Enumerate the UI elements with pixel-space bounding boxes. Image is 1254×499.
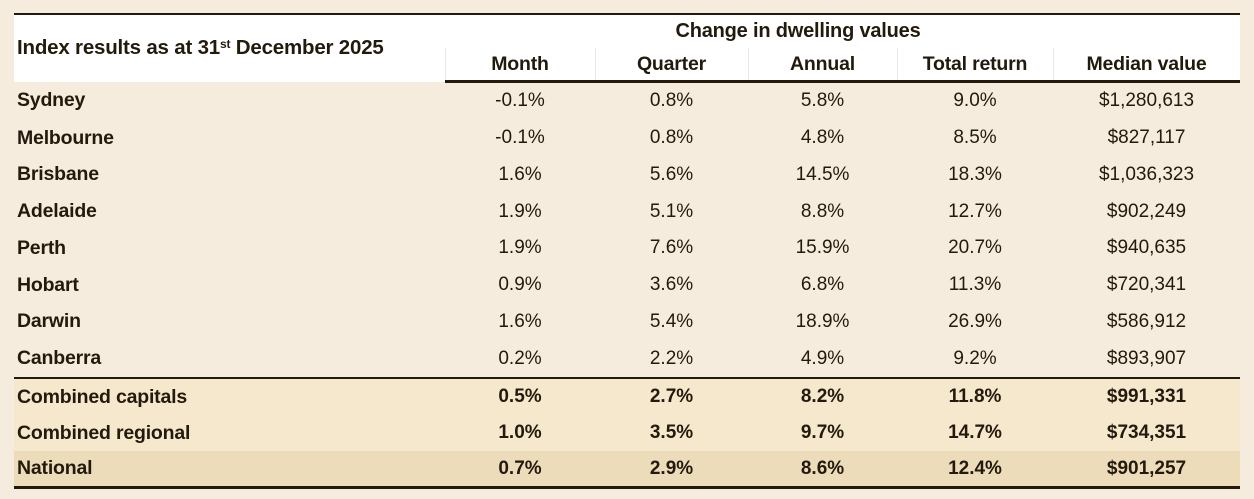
title-text: Index results as at 31 [17, 36, 220, 60]
row-label: Perth [17, 236, 66, 259]
row-label: Adelaide [17, 200, 97, 223]
cell-value: 0.7% [498, 457, 542, 479]
cell-value: 5.4% [649, 310, 694, 332]
cell-value: 8.2% [748, 377, 897, 415]
table-row: Canberra 0.2% 2.2% 4.9% 9.2% $893,907 [14, 340, 1240, 378]
cell-value: 4.8% [800, 127, 845, 149]
table-row: National 0.7% 2.9% 8.6% 12.4% $901,257 [14, 451, 1240, 488]
column-header-total-return: Total return [897, 48, 1053, 83]
cell-value: 11.8% [897, 377, 1053, 415]
cell-value: 14.5% [795, 163, 850, 185]
cell-value: 18.3% [948, 163, 1002, 185]
index-results-table: Index results as at 31st December 2025 C… [14, 13, 1240, 489]
column-header-annual: Annual [748, 48, 897, 83]
column-header-quarter: Quarter [595, 48, 748, 83]
row-label: Combined capitals [14, 377, 445, 415]
cell-value: 1.9% [498, 200, 542, 222]
cell-value: 5.6% [649, 163, 694, 185]
cell-value: 5.8% [800, 90, 845, 112]
table-row: Perth 1.9% 7.6% 15.9% 20.7% $940,635 [14, 230, 1240, 267]
table-body: Sydney -0.1% 0.8% 5.8% 9.0% $1,280,613 Melbour… [14, 81, 1240, 488]
cell-value: $734,351 [1106, 422, 1187, 443]
cell-value: 11.3% [948, 274, 1002, 296]
group-header-row: Index results as at 31st December 2025 C… [14, 14, 1240, 59]
group-header-label: Change in dwelling values [675, 20, 921, 42]
row-label: National [17, 457, 93, 479]
cell-value: $827,117 [1107, 127, 1186, 149]
row-label: Darwin [17, 310, 81, 333]
cell-value: 4.9% [800, 347, 845, 369]
cell-value: 0.8% [649, 127, 694, 149]
cell-value: 2.9% [649, 457, 694, 479]
table-row: Sydney -0.1% 0.8% 5.8% 9.0% $1,280,613 [14, 81, 1240, 120]
cell-value: 8.8% [800, 200, 845, 222]
cell-value: $902,249 [1106, 200, 1187, 222]
cell-value: 6.8% [800, 274, 845, 296]
cell-value: 3.5% [649, 422, 694, 443]
column-header-median-value: Median value [1053, 48, 1240, 83]
cell-value: 18.9% [795, 310, 850, 332]
cell-value: $1,280,613 [1098, 90, 1195, 112]
table-row: Adelaide 1.9% 5.1% 8.8% 12.7% $902,249 [14, 193, 1240, 230]
table-row: Darwin 1.6% 5.4% 18.9% 26.9% $586,912 [14, 303, 1240, 341]
cell-value: 0.2% [498, 347, 542, 369]
cell-value: 26.9% [948, 310, 1002, 332]
cell-value: 0.8% [649, 90, 694, 112]
cell-value: 2.7% [595, 377, 748, 415]
table-header: Index results as at 31st December 2025 C… [14, 14, 1240, 83]
row-label: Sydney [17, 89, 86, 112]
cell-value: $1,036,323 [1098, 163, 1195, 185]
cell-value: 9.0% [953, 90, 997, 112]
row-label: Hobart [17, 273, 79, 296]
cell-value: 1.6% [498, 163, 542, 185]
cell-value: 1.9% [498, 237, 542, 259]
cell-value: 1.6% [498, 310, 542, 332]
title-ordinal-superscript: st [219, 37, 231, 52]
cell-value: $586,912 [1106, 310, 1187, 332]
cell-value: 5.1% [649, 200, 694, 222]
row-label: Melbourne [17, 126, 114, 149]
cell-value: -0.1% [495, 90, 545, 112]
column-header-month: Month [445, 48, 595, 83]
cell-value: 12.4% [948, 457, 1002, 479]
row-label: Canberra [17, 347, 102, 370]
cell-value: 2.2% [649, 347, 694, 369]
cell-value: 0.9% [498, 274, 542, 296]
table-row: Melbourne -0.1% 0.8% 4.8% 8.5% $827,117 [14, 119, 1240, 157]
cell-value: 1.0% [498, 422, 542, 443]
cell-value: 12.7% [948, 200, 1002, 222]
row-label: Combined regional [17, 421, 191, 444]
cell-value: -0.1% [495, 127, 545, 149]
cell-value: 9.7% [800, 422, 845, 443]
cell-value: 8.5% [953, 127, 997, 149]
cell-value: 8.6% [800, 457, 845, 479]
cell-value: 7.6% [649, 237, 694, 259]
cell-value: $893,907 [1106, 347, 1187, 369]
table-title: Index results as at 31st December 2025 [14, 14, 445, 82]
title-text-suffix: December 2025 [230, 36, 384, 60]
dwelling-values-table: Index results as at 31st December 2025 C… [14, 13, 1240, 489]
table-row: Hobart 0.9% 3.6% 6.8% 11.3% $720,341 [14, 266, 1240, 304]
row-label: Brisbane [17, 163, 99, 186]
cell-value: $720,341 [1106, 274, 1187, 296]
column-header-row: Month Quarter Annual Total return Median… [14, 48, 1240, 83]
table-row: Combined regional 1.0% 3.5% 9.7% 14.7% $734,3… [14, 415, 1240, 451]
table-row: Brisbane 1.6% 5.6% 14.5% 18.3% $1,036,323 [14, 156, 1240, 194]
cell-value: 15.9% [795, 237, 850, 259]
cell-value: $940,635 [1106, 237, 1187, 259]
cell-value: 3.6% [649, 274, 694, 296]
cell-value: $991,331 [1053, 377, 1240, 415]
table-row: Combined capitals 0.5% 2.7% 8.2% 11.8% $991,3… [14, 377, 1240, 415]
cell-value: 14.7% [948, 422, 1002, 443]
cell-value: 9.2% [953, 347, 997, 369]
cell-value: 20.7% [948, 237, 1002, 259]
cell-value: 0.5% [445, 377, 595, 415]
cell-value: $901,257 [1106, 457, 1187, 479]
